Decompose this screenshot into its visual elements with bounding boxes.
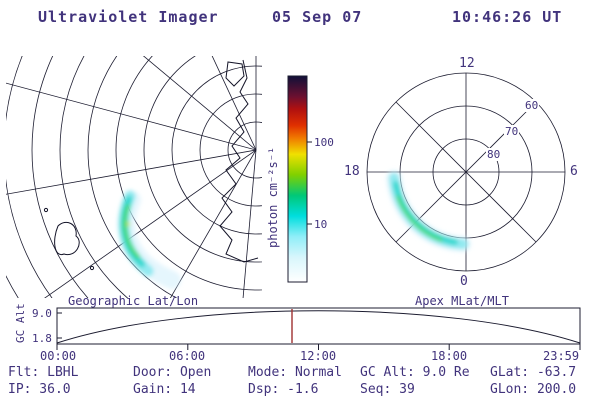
status-gcalt: GC Alt: 9.0 Re [360, 365, 470, 380]
date-label: 05 Sep 07 [272, 8, 363, 26]
colorbar-units-label: photon cm⁻²s⁻¹ [266, 146, 280, 248]
status-seq: Seq: 39 [360, 382, 415, 397]
colorbar-tick-10: 10 [314, 218, 328, 231]
left-panel-caption: Geographic Lat/Lon [68, 294, 199, 308]
xtick-0000: 00:00 [40, 349, 77, 363]
mlt-12-label: 12 [459, 56, 475, 71]
time-label: 10:46:26 UT [452, 8, 563, 26]
status-dsp: Dsp: -1.6 [248, 382, 319, 397]
xtick-2359: 23:59 [543, 349, 580, 363]
aurora-geographic [117, 190, 181, 289]
status-door: Door: Open [133, 365, 212, 380]
status-glon: GLon: 200.0 [490, 382, 577, 397]
strip-ylabel: GC Alt [14, 303, 27, 343]
app-title: Ultraviolet Imager [38, 8, 219, 26]
mlt-18-label: 18 [344, 164, 360, 179]
altitude-strip-chart [56, 307, 581, 350]
mlat-60-label: 60 [524, 99, 540, 112]
mlat-80-label: 80 [486, 148, 502, 161]
aurora-magnetic [386, 170, 471, 252]
mlt-6-label: 6 [570, 164, 578, 179]
status-gain: Gain: 14 [133, 382, 196, 397]
mlat-70-label: 70 [504, 125, 520, 138]
xtick-1800: 18:00 [431, 349, 468, 363]
colorbar [287, 75, 312, 283]
right-panel-caption: Apex MLat/MLT [415, 294, 509, 308]
antarctica-coastline [43, 59, 259, 271]
status-flt: Flt: LBHL [8, 365, 79, 380]
xtick-0600: 06:00 [169, 349, 206, 363]
mlt-0-label: 0 [460, 274, 468, 289]
strip-ytick-18: 1.8 [32, 332, 52, 345]
status-ip: IP: 36.0 [8, 382, 71, 397]
xtick-1200: 12:00 [300, 349, 337, 363]
status-mode: Mode: Normal [248, 365, 342, 380]
colorbar-tick-100: 100 [314, 136, 334, 149]
strip-ytick-9: 9.0 [32, 307, 52, 320]
status-glat: GLat: -63.7 [490, 365, 577, 380]
